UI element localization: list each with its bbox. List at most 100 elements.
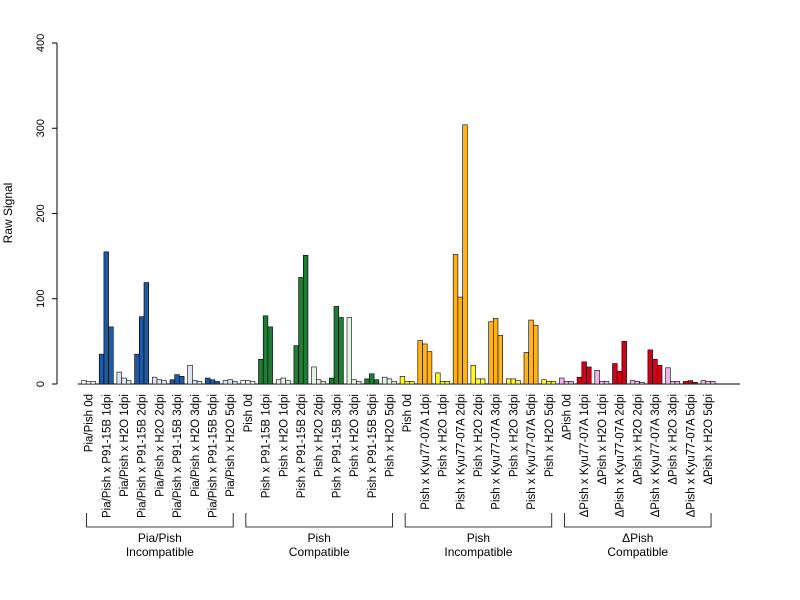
category-label: Pish x Kyu77-07A 1dpi xyxy=(420,394,432,510)
bar xyxy=(594,370,600,385)
bar xyxy=(275,379,282,385)
bar xyxy=(90,381,96,385)
category-label: ΔPish x H2O 1dpi xyxy=(597,394,609,485)
category-label: Pish x H2O 5dpi xyxy=(544,394,556,477)
bar xyxy=(351,379,357,385)
bar xyxy=(320,381,326,385)
bar xyxy=(452,254,459,385)
bar xyxy=(705,381,711,385)
bar xyxy=(581,361,587,385)
bar xyxy=(599,381,605,385)
bar xyxy=(687,380,693,385)
bar xyxy=(470,364,476,385)
bar xyxy=(417,340,423,385)
category-label: Pish x P91-15B 1dpi xyxy=(261,394,273,498)
bar xyxy=(98,353,105,385)
bar xyxy=(700,380,706,385)
bar xyxy=(333,306,339,385)
bar xyxy=(563,381,570,385)
category-label: ΔPish x Kyu77-07A 3dpi xyxy=(650,394,662,517)
bar xyxy=(391,381,397,385)
bar xyxy=(656,364,663,385)
category-label: Pish x Kyu77-07A 5dpi xyxy=(526,394,538,510)
bar xyxy=(152,376,158,385)
bar xyxy=(103,251,109,385)
bar xyxy=(249,381,256,385)
bar xyxy=(356,381,362,385)
bar xyxy=(245,380,251,385)
bar xyxy=(682,381,689,385)
category-label: Pish x P91-15B 2dpi xyxy=(296,394,308,498)
category-label: Pish x H2O 3dpi xyxy=(508,394,520,477)
bar xyxy=(214,381,220,385)
bar xyxy=(488,321,494,385)
group-label: Pia/Pish xyxy=(138,531,182,545)
bar xyxy=(435,372,441,385)
bar xyxy=(262,315,269,385)
y-tick-label: 200 xyxy=(35,204,47,222)
bar xyxy=(116,371,122,385)
y-tick-label: 300 xyxy=(35,119,47,137)
category-label: Pish x Kyu77-07A 2dpi xyxy=(455,394,467,510)
group-bracket xyxy=(245,513,393,528)
bar xyxy=(497,335,503,385)
bar xyxy=(629,380,636,385)
category-label: ΔPish x H2O 3dpi xyxy=(668,394,680,485)
group-label: Pish xyxy=(467,531,490,545)
bar xyxy=(479,378,486,385)
bar xyxy=(710,381,716,385)
bar xyxy=(85,381,92,385)
category-label: ΔPish x Kyu77-07A 5dpi xyxy=(685,394,697,517)
bar xyxy=(139,316,145,385)
bar xyxy=(422,343,428,385)
group-label: Compatible xyxy=(289,545,350,559)
bar xyxy=(568,381,574,385)
bar xyxy=(523,352,529,385)
bar xyxy=(612,363,618,385)
bar xyxy=(328,377,335,385)
bar xyxy=(187,364,193,385)
bar xyxy=(161,380,167,385)
bar xyxy=(280,377,286,385)
category-label: Pish x H2O 3dpi xyxy=(349,394,361,477)
bar xyxy=(174,374,180,385)
category-label: Pish x H2O 1dpi xyxy=(438,394,450,477)
bar xyxy=(293,345,299,385)
category-label: ΔPish 0d xyxy=(561,394,573,440)
group-bracket xyxy=(86,513,234,528)
bar xyxy=(298,277,304,385)
bar xyxy=(652,358,658,385)
category-label: Pia/Pish x H2O 5dpi xyxy=(225,394,237,497)
bar xyxy=(81,380,87,385)
bar xyxy=(475,378,481,385)
bar xyxy=(209,379,216,385)
category-label: Pish x H2O 2dpi xyxy=(314,394,326,477)
bar xyxy=(586,366,592,385)
bar xyxy=(674,381,680,385)
category-label: Pia/Pish x P91-15B 1dpi xyxy=(101,394,113,518)
y-tick-label: 0 xyxy=(35,381,47,387)
y-tick-label: 400 xyxy=(35,34,47,52)
category-label: Pia/Pish x P91-15B 3dpi xyxy=(172,394,184,518)
bar xyxy=(528,319,534,385)
bar xyxy=(603,381,610,385)
bar xyxy=(258,358,264,385)
group-bracket xyxy=(564,513,712,528)
category-label: Pish x H2O 1dpi xyxy=(278,394,290,477)
category-label: ΔPish x Kyu77-07A 2dpi xyxy=(615,394,627,517)
bar xyxy=(285,380,291,385)
group-label: Pish xyxy=(307,531,330,545)
category-label: ΔPish x H2O 2dpi xyxy=(632,394,644,485)
bar xyxy=(576,376,583,385)
bar xyxy=(439,381,446,385)
bar xyxy=(505,378,512,385)
bar xyxy=(196,381,203,385)
bar xyxy=(369,373,375,385)
bar xyxy=(143,282,149,385)
category-label: Pish x H2O 2dpi xyxy=(473,394,485,477)
bar xyxy=(669,381,676,385)
category-label: Pia/Pish 0d xyxy=(84,394,96,452)
bar xyxy=(205,377,211,385)
category-label: Pia/Pish x H2O 1dpi xyxy=(119,394,131,497)
